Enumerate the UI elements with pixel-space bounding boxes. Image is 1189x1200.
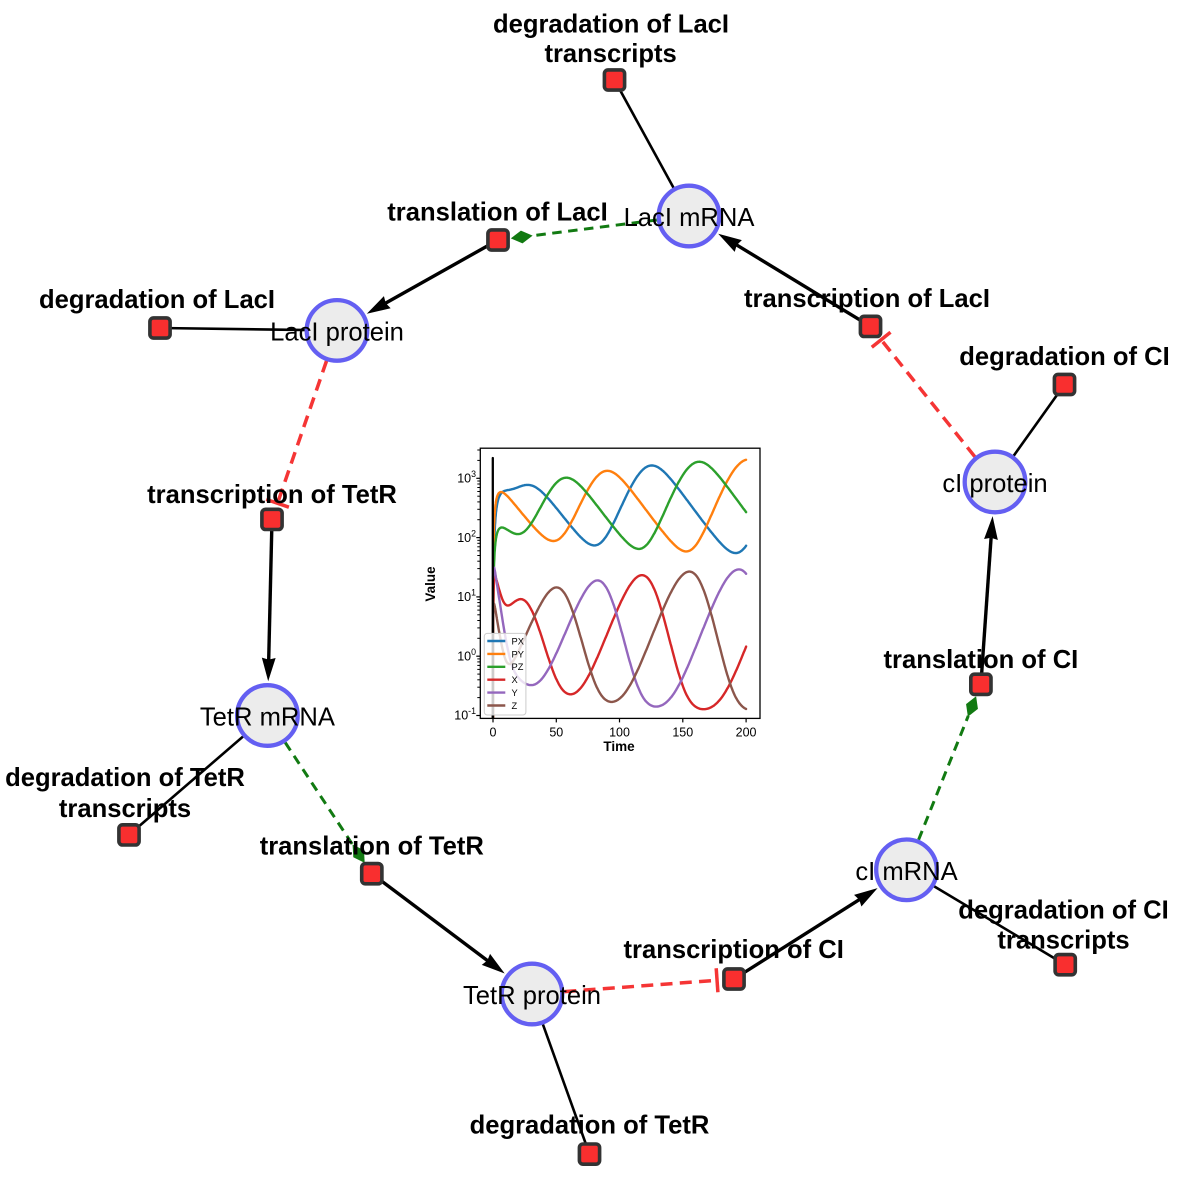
svg-text:transcription of LacI: transcription of LacI [744,285,990,313]
svg-text:translation of LacI: translation of LacI [387,198,607,226]
svg-text:degradation of CI: degradation of CI [958,897,1168,925]
svg-text:cI protein: cI protein [942,470,1047,498]
svg-text:degradation of CI: degradation of CI [959,343,1169,371]
svg-text:transcription of CI: transcription of CI [623,936,843,964]
svg-text:100: 100 [609,726,630,740]
svg-text:200: 200 [736,726,757,740]
svg-text:degradation of LacI: degradation of LacI [39,286,275,314]
svg-text:50: 50 [549,726,563,740]
svg-text:LacI protein: LacI protein [270,318,404,346]
svg-text:TetR protein: TetR protein [463,982,601,1010]
svg-text:transcripts: transcripts [59,795,191,823]
svg-text:Time: Time [603,739,635,754]
svg-text:0: 0 [490,726,497,740]
svg-text:150: 150 [672,726,693,740]
svg-text:PY: PY [512,649,524,659]
svg-text:PZ: PZ [512,662,524,672]
svg-text:translation of CI: translation of CI [883,646,1078,674]
svg-text:transcripts: transcripts [997,927,1129,955]
svg-text:Y: Y [512,688,518,698]
svg-text:translation of TetR: translation of TetR [260,833,484,861]
svg-text:transcripts: transcripts [544,40,676,68]
svg-text:X: X [512,675,518,685]
svg-text:degradation of TetR: degradation of TetR [5,764,245,792]
svg-text:TetR mRNA: TetR mRNA [200,704,336,732]
svg-text:Value: Value [423,566,438,602]
svg-text:transcription of TetR: transcription of TetR [147,481,397,509]
svg-text:degradation of TetR: degradation of TetR [470,1112,710,1140]
svg-text:PX: PX [512,636,524,646]
svg-text:LacI mRNA: LacI mRNA [624,204,756,232]
svg-text:degradation of LacI: degradation of LacI [493,11,729,39]
svg-text:Z: Z [512,701,518,711]
svg-text:cI mRNA: cI mRNA [855,858,958,886]
